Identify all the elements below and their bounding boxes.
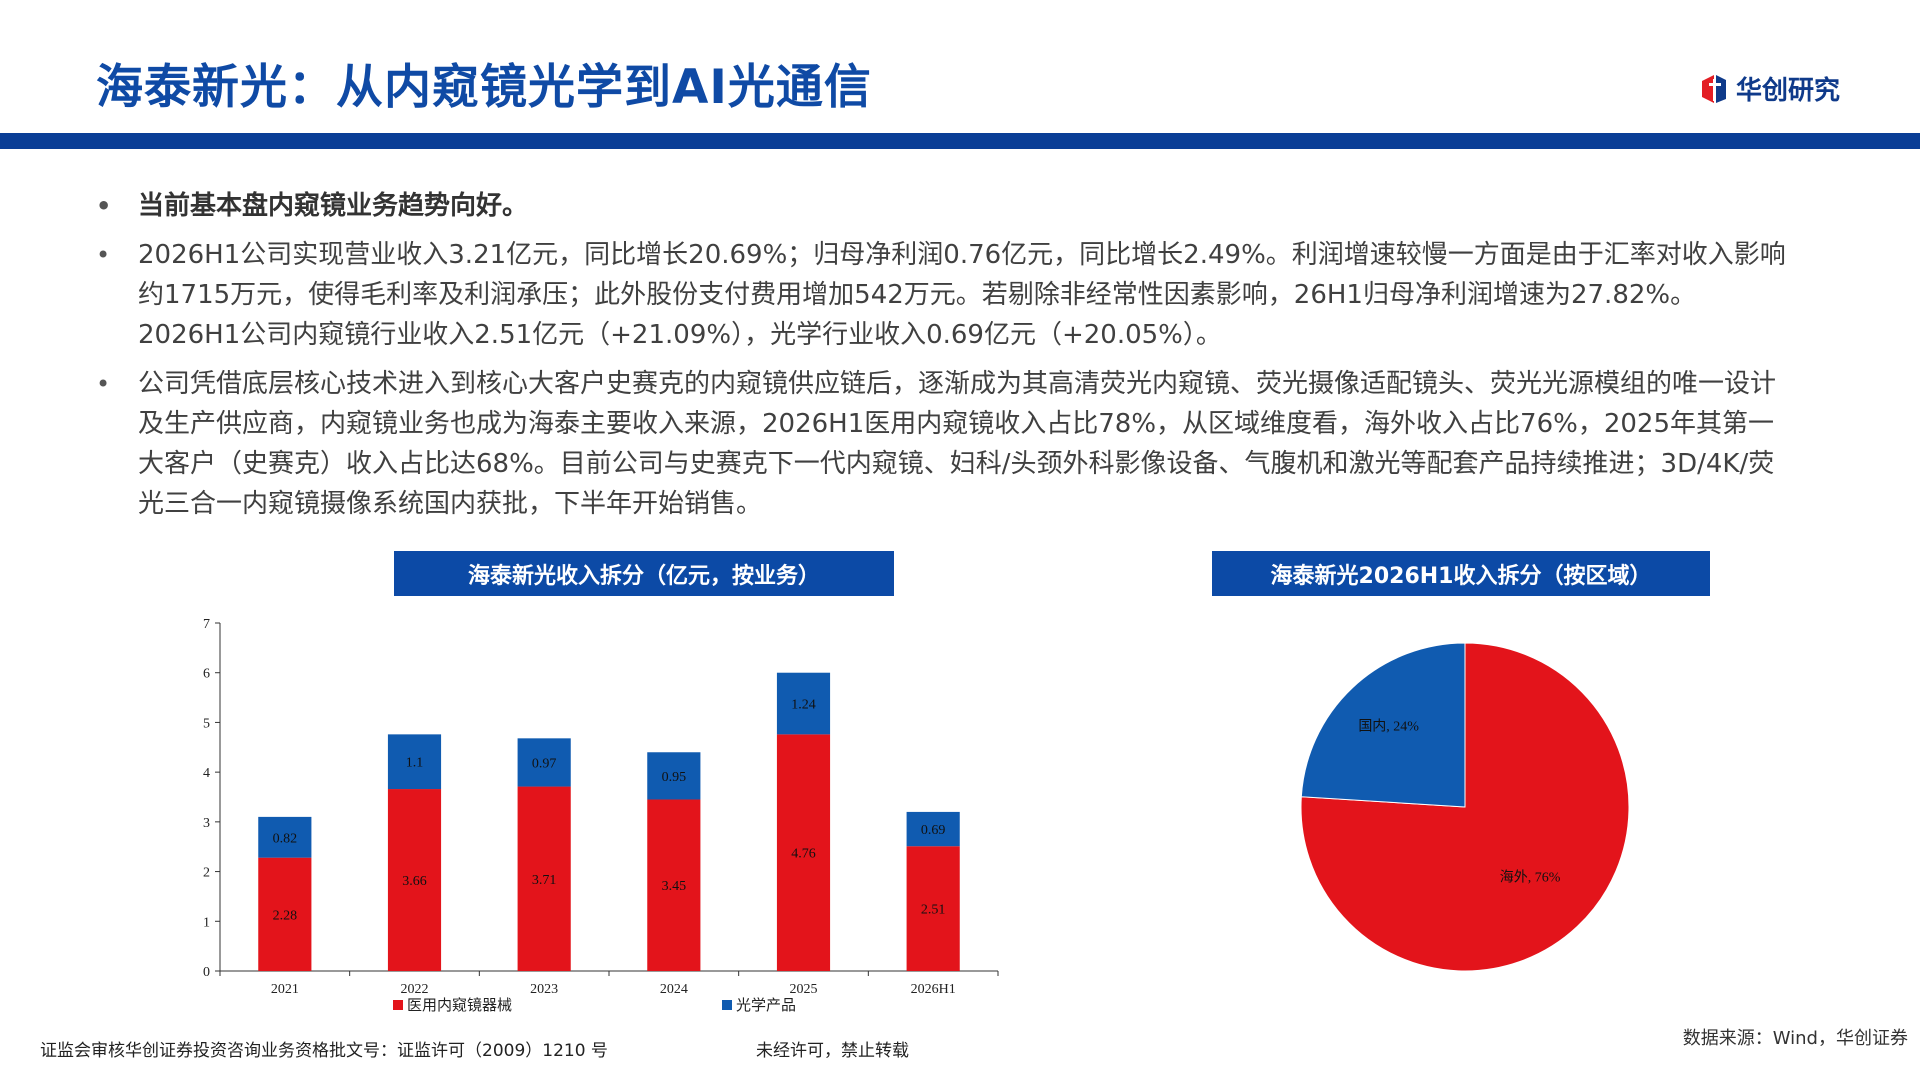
bullet-item: • 公司凭借底层核心技术进入到核心大客户史赛克的内窥镜供应链后，逐渐成为其高清荧…: [96, 364, 1796, 524]
license-note: 证监会审核华创证券投资咨询业务资格批文号：证监许可（2009）1210 号: [40, 1041, 608, 1061]
bar-optical: [517, 738, 571, 787]
y-tick-label: 1: [203, 915, 210, 930]
y-tick-label: 4: [203, 766, 210, 781]
bar-value-label: 0.97: [532, 756, 557, 771]
legend-swatch: [393, 1000, 403, 1010]
logo-text: 华创研究: [1736, 76, 1841, 106]
bar-value-label: 4.76: [791, 847, 816, 862]
bar-endoscope: [906, 846, 960, 971]
bar-value-label: 0.82: [273, 831, 298, 846]
legend-label: 光学产品: [736, 996, 796, 1014]
x-tick-label: 2026H1: [911, 982, 956, 997]
y-tick-label: 2: [203, 866, 210, 881]
bar-endoscope: [387, 789, 442, 971]
bullet-dot-icon: •: [96, 192, 112, 220]
x-tick-label: 2023: [530, 982, 558, 997]
x-tick-label: 2022: [401, 982, 429, 997]
pie-chart: 海外, 76% 国内, 24%: [1300, 642, 1630, 972]
x-tick-label: 2021: [271, 982, 299, 997]
bar-value-label: 1.1: [406, 756, 424, 771]
bar-optical: [776, 672, 831, 735]
bar-value-label: 3.45: [662, 879, 687, 894]
logo-mark-icon: [1702, 74, 1726, 103]
bar-optical: [258, 816, 312, 858]
bar-endoscope: [776, 734, 831, 971]
bar-value-label: 3.66: [402, 874, 427, 889]
y-tick-label: 7: [203, 617, 210, 632]
bullet-text: 当前基本盘内窥镜业务趋势向好。: [138, 191, 529, 221]
bar-value-label: 0.95: [662, 770, 687, 785]
bullet-dot-icon: •: [96, 241, 111, 269]
bullet-list: • 当前基本盘内窥镜业务趋势向好。 • 2026H1公司实现营业收入3.21亿元…: [96, 186, 1796, 533]
legend-swatch: [722, 1000, 732, 1010]
page-title: 海泰新光：从内窥镜光学到AI光通信: [96, 60, 872, 115]
copyright-notice: 未经许可，禁止转载: [756, 1041, 909, 1061]
bullet-dot-icon: •: [96, 370, 111, 398]
pie-slice-overseas: [1300, 642, 1630, 972]
header-rule: [0, 133, 1920, 149]
bullet-item: • 当前基本盘内窥镜业务趋势向好。: [96, 186, 1796, 226]
bar-endoscope: [517, 786, 571, 971]
bar-optical: [387, 734, 442, 790]
y-tick-label: 5: [203, 716, 210, 731]
pie-slice-domestic: [1300, 642, 1466, 808]
pie-slice-label: 国内, 24%: [1358, 719, 1419, 735]
bar-endoscope: [647, 799, 701, 971]
data-source: 数据来源：Wind，华创证券: [1682, 1028, 1908, 1049]
bar-value-label: 2.28: [273, 908, 298, 923]
bar-optical: [906, 811, 960, 847]
y-tick-label: 6: [203, 667, 210, 682]
bullet-text: 2026H1公司实现营业收入3.21亿元，同比增长20.69%；归母净利润0.7…: [138, 240, 1786, 350]
x-tick-label: 2025: [790, 982, 818, 997]
bar-optical: [647, 752, 701, 800]
y-tick-label: 0: [203, 965, 210, 980]
bullet-item: • 2026H1公司实现营业收入3.21亿元，同比增长20.69%；归母净利润0…: [96, 235, 1796, 355]
legend-label: 医用内窥镜器械: [407, 996, 512, 1014]
pie-chart-title: 海泰新光2026H1收入拆分（按区域）: [1212, 551, 1710, 596]
bar-chart-title: 海泰新光收入拆分（亿元，按业务）: [394, 551, 894, 596]
brand-logo: 华创研究: [1700, 70, 1840, 107]
bar-endoscope: [258, 857, 312, 971]
bullet-text: 公司凭借底层核心技术进入到核心大客户史赛克的内窥镜供应链后，逐渐成为其高清荧光内…: [138, 369, 1777, 519]
y-tick-label: 3: [203, 816, 210, 831]
bar-value-label: 0.69: [921, 823, 946, 838]
bar-value-label: 3.71: [532, 873, 557, 888]
pie-slice-label: 海外, 76%: [1500, 869, 1561, 885]
bar-value-label: 2.51: [921, 903, 946, 918]
bar-value-label: 1.24: [791, 698, 816, 713]
bar-chart: 0 1 2 3 4 5 6 7 2.28 0.82 2021 3.66 1.1 2022 3.71 0.97 2…: [203, 617, 999, 1014]
x-tick-label: 2024: [660, 982, 688, 997]
